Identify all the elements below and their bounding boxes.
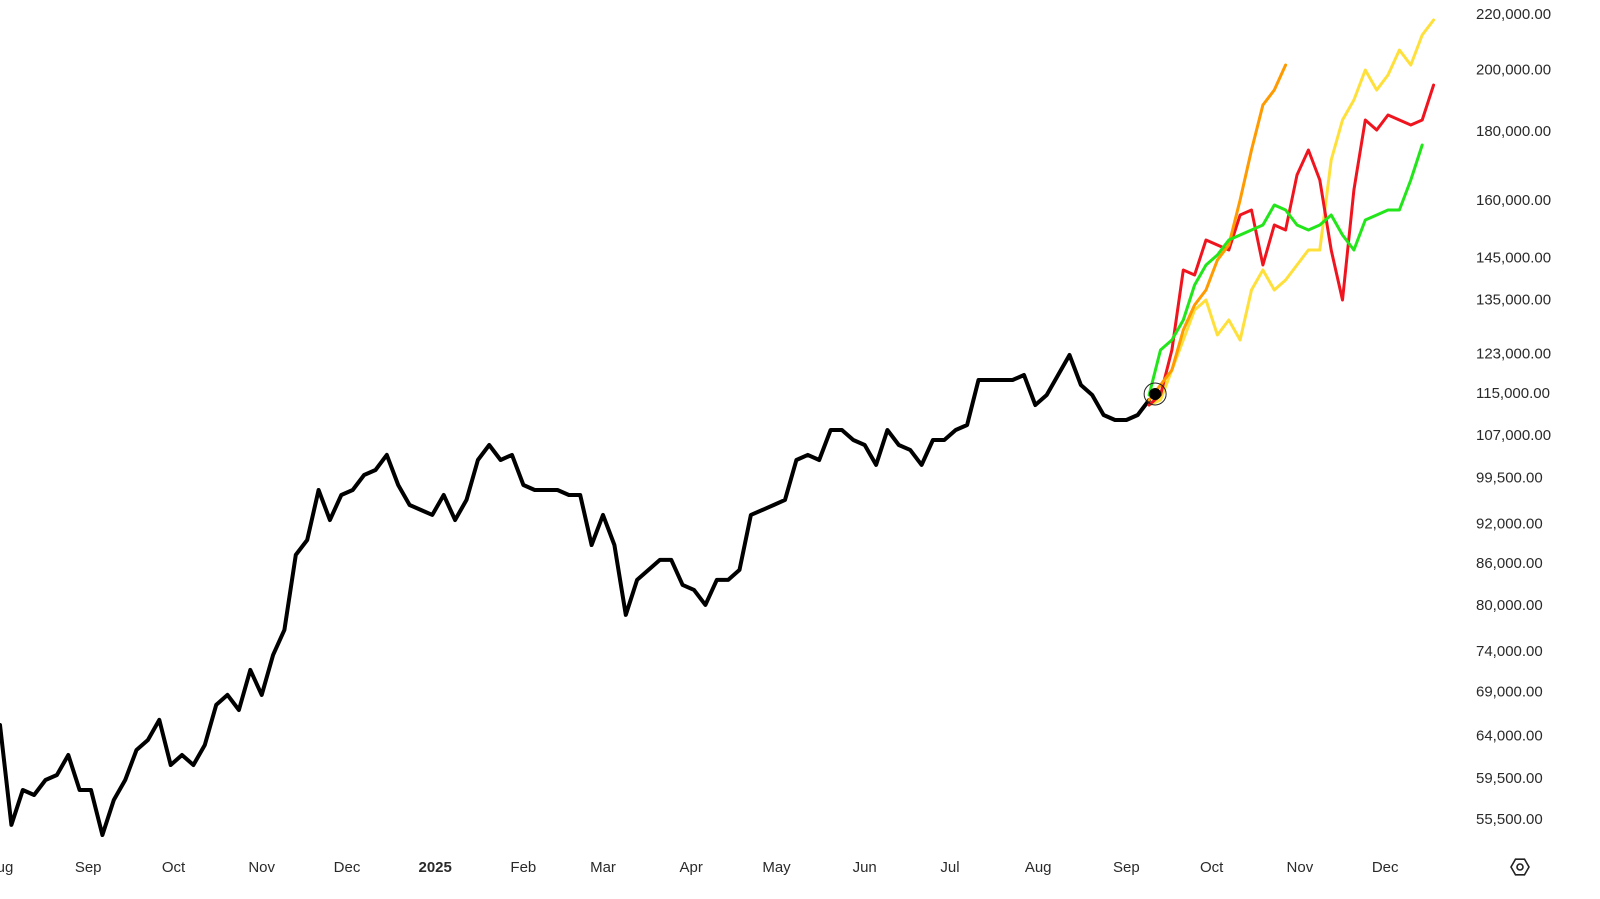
x-tick-label: Jun [853, 859, 877, 876]
x-tick-label: Oct [162, 859, 186, 876]
y-tick-label: 55,500.00 [1476, 811, 1543, 828]
x-tick-label: Jul [940, 859, 959, 876]
x-tick-label: Sep [1113, 859, 1140, 876]
x-tick-label: Nov [248, 859, 275, 876]
y-tick-label: 145,000.00 [1476, 250, 1551, 267]
current-price-ring [1143, 382, 1167, 406]
y-tick-label: 220,000.00 [1476, 6, 1551, 23]
x-tick-label: Nov [1287, 859, 1314, 876]
y-tick-label: 86,000.00 [1476, 555, 1543, 572]
y-tick-label: 200,000.00 [1476, 62, 1551, 79]
projection-line [1147, 143, 1424, 397]
current-price-dot [1149, 388, 1162, 401]
x-tick-label: Mar [590, 859, 616, 876]
y-tick-label: 59,500.00 [1476, 770, 1543, 787]
y-tick-label: 107,000.00 [1476, 427, 1551, 444]
y-tick-label: 92,000.00 [1476, 515, 1543, 532]
projection-line [1147, 18, 1436, 407]
y-tick-label: 160,000.00 [1476, 192, 1551, 209]
y-tick-label: 64,000.00 [1476, 728, 1543, 745]
y-tick-label: 99,500.00 [1476, 470, 1543, 487]
y-tick-label: 123,000.00 [1476, 346, 1551, 363]
x-tick-label: Aug [1025, 859, 1052, 876]
x-tick-label: Oct [1200, 859, 1224, 876]
y-tick-label: 135,000.00 [1476, 291, 1551, 308]
x-tick-label: 2025 [418, 859, 451, 876]
y-tick-label: 80,000.00 [1476, 597, 1543, 614]
plot-area [0, 18, 1436, 837]
x-tick-label: May [762, 859, 791, 876]
projection-line [1147, 83, 1436, 407]
settings-button[interactable] [1510, 858, 1530, 876]
x-tick-label: Sep [75, 859, 102, 876]
y-tick-label: 115,000.00 [1476, 385, 1550, 402]
x-tick-label: Dec [334, 859, 361, 876]
projection-line [1147, 63, 1288, 402]
axes: 55,500.00 59,500.00 64,000.00 69,000.00 74,0… [0, 6, 1551, 876]
settings-icon[interactable] [1510, 858, 1530, 876]
y-tick-label: 69,000.00 [1476, 684, 1543, 701]
price-line [0, 353, 1152, 837]
x-tick-label: Dec [1372, 859, 1399, 876]
x-tick-label: Feb [510, 859, 536, 876]
x-tick-label: Apr [680, 859, 703, 876]
y-tick-label: 180,000.00 [1476, 123, 1551, 140]
y-tick-label: 74,000.00 [1476, 643, 1543, 660]
x-tick-label: Aug [0, 859, 13, 876]
settings-icon-center[interactable] [1516, 863, 1524, 871]
